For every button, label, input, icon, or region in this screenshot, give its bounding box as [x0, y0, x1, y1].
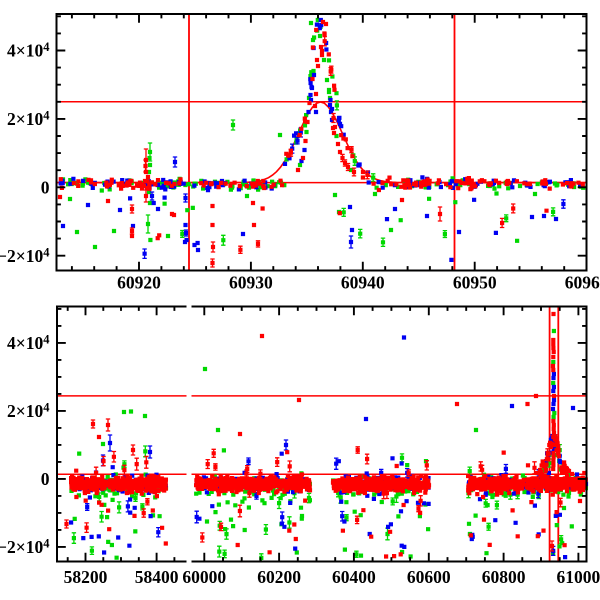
- svg-text:60950: 60950: [453, 272, 497, 292]
- svg-text:2×104: 2×104: [7, 401, 50, 422]
- svg-text:60920: 60920: [117, 272, 161, 292]
- svg-text:60400: 60400: [332, 567, 376, 587]
- svg-text:−2×104: −2×104: [0, 245, 50, 266]
- svg-text:58400: 58400: [135, 567, 179, 587]
- svg-text:0: 0: [41, 469, 50, 489]
- svg-text:0: 0: [41, 178, 50, 198]
- svg-text:58200: 58200: [64, 567, 108, 587]
- svg-text:60800: 60800: [482, 567, 526, 587]
- svg-text:60200: 60200: [257, 567, 301, 587]
- svg-text:2×104: 2×104: [7, 109, 50, 130]
- svg-text:−2×104: −2×104: [0, 537, 50, 558]
- svg-text:4×104: 4×104: [7, 40, 50, 61]
- svg-text:60960: 60960: [565, 272, 600, 292]
- svg-text:60000: 60000: [182, 567, 226, 587]
- svg-text:60930: 60930: [229, 272, 273, 292]
- svg-text:4×104: 4×104: [7, 333, 50, 354]
- svg-text:60940: 60940: [341, 272, 385, 292]
- svg-text:60600: 60600: [407, 567, 451, 587]
- svg-text:61000: 61000: [557, 567, 600, 587]
